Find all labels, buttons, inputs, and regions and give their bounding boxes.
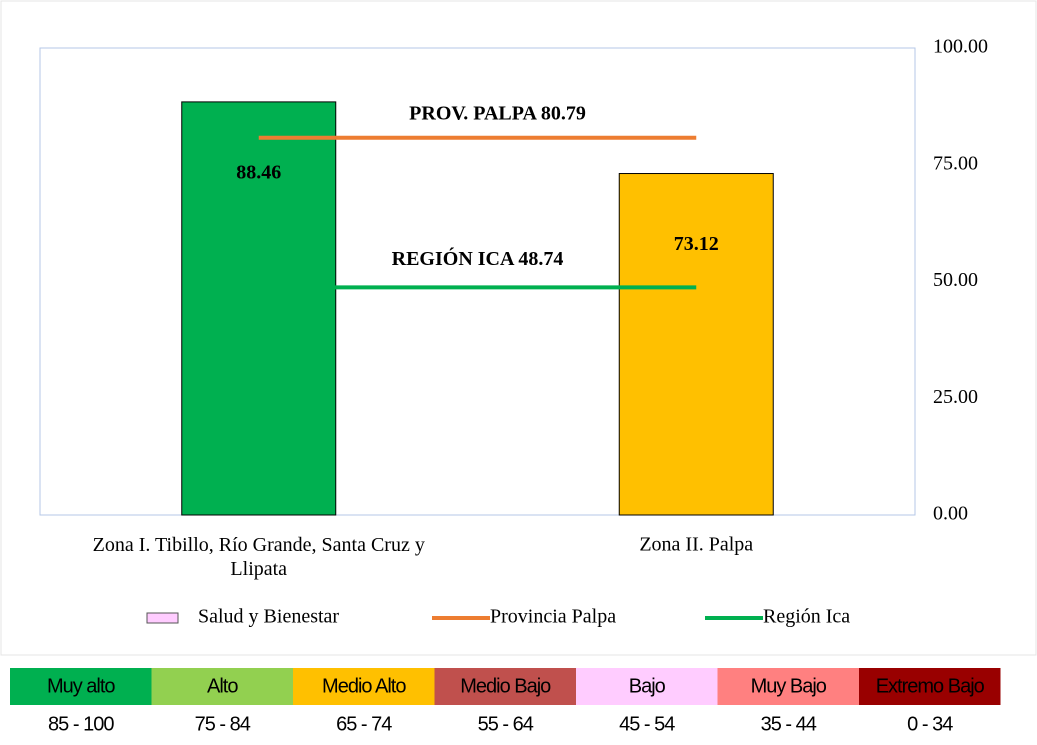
scale-cell (576, 668, 718, 705)
scale-range: 55 - 64 (478, 713, 534, 735)
y-tick-label: 50.00 (933, 269, 978, 291)
scale-label: Muy Bajo (751, 675, 827, 697)
annotation: REGIÓN ICA 48.74 (392, 246, 564, 270)
legend-label: Región Ica (763, 606, 850, 628)
scale-label: Medio Bajo (460, 675, 551, 697)
scale-cell (859, 668, 1001, 705)
bar (181, 101, 337, 516)
x-tick-label: Zona II. Palpa (639, 534, 753, 556)
legend-label: Salud y Bienestar (198, 606, 339, 628)
scale-range: 85 - 100 (48, 713, 114, 735)
scale-range: 35 - 44 (761, 713, 817, 735)
scale-label: Alto (207, 675, 238, 697)
scale-label: Medio Alto (322, 675, 406, 697)
y-tick-label: 25.00 (933, 386, 978, 408)
scale-label: Extremo Bajo (876, 675, 985, 697)
y-tick-label: 75.00 (933, 152, 978, 174)
scale-range: 75 - 84 (195, 713, 251, 735)
x-tick-label-line: Zona I. Tibillo, Río Grande, Santa Cruz … (93, 534, 425, 556)
scale-label: Bajo (629, 675, 666, 697)
scale-cell (293, 668, 435, 705)
data-label: 73.12 (674, 233, 719, 255)
y-tick-label: 0.00 (933, 503, 968, 525)
scale-label: Muy alto (47, 675, 115, 697)
scale-cell (717, 668, 859, 705)
scale-range: 65 - 74 (336, 713, 392, 735)
scale-cell (434, 668, 576, 705)
scale-cell (10, 668, 152, 705)
legend-swatch (146, 612, 179, 624)
x-tick-label-line: Llipata (230, 558, 287, 580)
x-tick-label: Zona I. Tibillo, Río Grande, Santa Cruz … (93, 534, 425, 580)
legend-label: Provincia Palpa (490, 606, 616, 628)
bar (618, 173, 774, 516)
data-label: 88.46 (236, 161, 281, 183)
scale-range: 0 - 34 (907, 713, 953, 735)
scale-cell (151, 668, 293, 705)
chart-frame (0, 0, 1037, 656)
annotation: PROV. PALPA 80.79 (409, 102, 586, 124)
scale-range: 45 - 54 (619, 713, 675, 735)
y-tick-label: 100.00 (933, 36, 988, 58)
